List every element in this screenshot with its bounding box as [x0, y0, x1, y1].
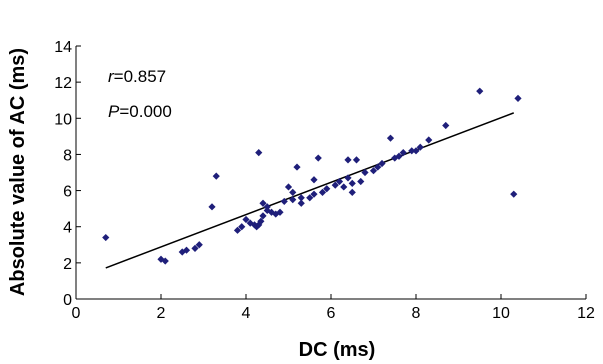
p-symbol: P [108, 102, 120, 121]
x-tick-label: 4 [242, 305, 251, 322]
x-tick-label: 10 [492, 305, 510, 322]
y-tick-label: 12 [54, 75, 72, 92]
data-point [412, 147, 420, 155]
data-point [386, 134, 395, 142]
data-point [318, 188, 327, 196]
x-tick-label: 0 [72, 305, 81, 322]
y-tick-label: 8 [63, 147, 72, 164]
y-tick-label: 4 [63, 220, 72, 237]
r-annotation: r=0.857 [108, 67, 166, 86]
data-point [233, 226, 242, 234]
y-axis-label: Absolute value of AC (ms) [7, 48, 29, 296]
data-point [297, 199, 305, 207]
y-tick-label: 6 [63, 184, 72, 201]
data-point [510, 190, 518, 198]
data-point [348, 188, 356, 196]
data-point [259, 199, 267, 207]
data-point [297, 194, 305, 202]
data-point [263, 203, 271, 211]
x-tick-label: 8 [412, 305, 421, 322]
data-point [259, 212, 267, 220]
y-tick-label: 10 [54, 111, 72, 128]
data-point [357, 177, 365, 186]
data-point [289, 196, 297, 204]
data-point [310, 176, 318, 184]
data-point [280, 197, 288, 206]
data-point [182, 246, 191, 254]
data-point [335, 177, 344, 186]
x-tick-label: 2 [157, 305, 166, 322]
data-point [344, 156, 352, 164]
data-point [310, 190, 318, 198]
data-point [293, 163, 301, 171]
data-point [238, 223, 246, 231]
data-point [255, 149, 263, 157]
y-tick-label: 0 [63, 292, 72, 309]
data-point [416, 143, 424, 151]
data-points [102, 87, 522, 265]
data-point [352, 156, 361, 164]
data-point [344, 174, 352, 182]
trendline [105, 112, 515, 269]
data-point [361, 168, 369, 177]
data-point [442, 121, 450, 130]
data-point [476, 87, 484, 95]
r-symbol: r [108, 67, 115, 86]
data-point [284, 183, 293, 191]
p-annotation: P=0.000 [108, 102, 172, 121]
trendline-group [105, 112, 515, 269]
data-point [212, 172, 220, 180]
data-point [257, 217, 265, 225]
data-point [242, 215, 250, 224]
data-point [348, 179, 356, 187]
data-point [314, 154, 322, 162]
data-point [425, 136, 433, 144]
x-tick-label: 6 [327, 305, 336, 322]
p-value: =0.000 [119, 102, 171, 121]
data-point [306, 194, 314, 202]
data-point [331, 181, 339, 189]
data-point [195, 241, 203, 249]
data-point [161, 257, 169, 265]
data-point [395, 152, 403, 160]
data-point [191, 244, 199, 252]
data-point [369, 167, 378, 175]
axes: 0 2 4 6 8 10 12 0 2 4 6 8 10 12 14 [54, 39, 595, 322]
x-tick-label: 12 [577, 305, 595, 322]
data-point [399, 149, 407, 157]
data-point [289, 188, 297, 196]
data-point [378, 159, 386, 168]
r-value: =0.857 [114, 67, 166, 86]
data-point [374, 163, 382, 171]
data-point [102, 233, 110, 242]
data-point [323, 185, 331, 193]
data-point [408, 147, 416, 155]
data-point [514, 94, 522, 103]
x-axis-label: DC (ms) [299, 339, 376, 361]
data-point [208, 203, 216, 211]
data-point [340, 183, 348, 191]
y-tick-label: 14 [54, 39, 72, 56]
y-tick-label: 2 [63, 256, 72, 273]
data-point [276, 208, 284, 216]
